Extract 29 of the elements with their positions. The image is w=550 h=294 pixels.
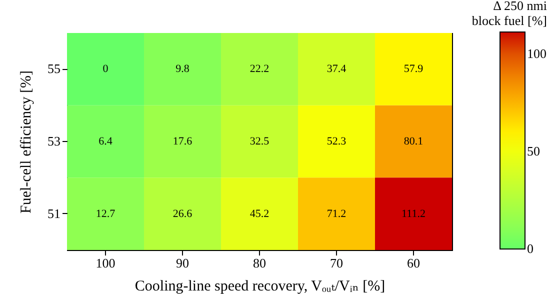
data-label: 45.2	[250, 208, 270, 220]
color-bar-label: 50	[527, 143, 540, 158]
x-tick-label: 80	[253, 256, 266, 270]
data-label: 0	[102, 63, 109, 76]
data-label: 6.4	[98, 136, 113, 148]
data-label: 12.7	[96, 208, 116, 220]
data-label: 71.2	[326, 208, 346, 220]
data-label: 32.5	[250, 136, 270, 148]
color-bar-label: 100	[527, 46, 546, 61]
data-label: 111.2	[402, 208, 426, 220]
data-label: 9.8	[176, 63, 190, 76]
x-axis-title: Cooling-line speed recovery, Vₒᵤₜ/Vᵢₙ [%]	[134, 278, 386, 294]
y-tick-label: 51	[48, 206, 60, 221]
data-label: 22.2	[250, 63, 270, 76]
data-label: 37.4	[326, 63, 347, 76]
data-label: 57.9	[404, 63, 424, 76]
x-tick-label: 70	[330, 256, 343, 270]
y-tick-label: 53	[48, 134, 60, 148]
y-tick-label: 55	[48, 61, 60, 76]
x-tick-label: 100	[96, 256, 116, 270]
data-label: 80.1	[404, 136, 424, 148]
data-label: 17.6	[172, 136, 193, 148]
color-bar-label: 0	[527, 241, 534, 256]
data-label: 26.6	[172, 208, 193, 220]
data-label: 52.3	[326, 136, 347, 148]
x-tick-label: 90	[176, 256, 189, 270]
color-bar-title: Δ 250 nmi block fuel [%]	[472, 0, 548, 28]
x-tick-label: 60	[407, 256, 420, 270]
y-axis-title: Fuel-cell efficiency [%]	[18, 70, 34, 214]
